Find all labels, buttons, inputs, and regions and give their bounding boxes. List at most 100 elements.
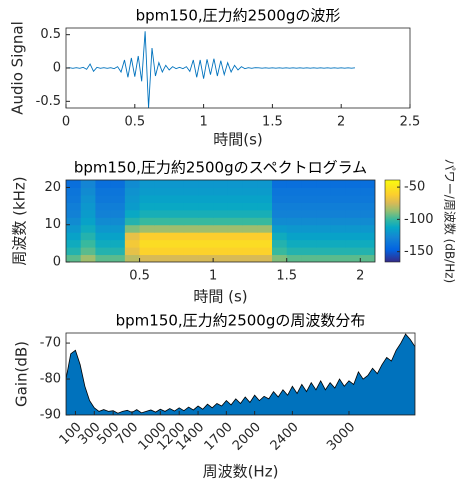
heat-cell bbox=[124, 232, 141, 241]
heat-cell bbox=[198, 254, 214, 262]
x-tick-label: 1.5 bbox=[262, 115, 283, 130]
heat-cell bbox=[66, 224, 82, 233]
heat-cell bbox=[257, 232, 273, 241]
heat-cell bbox=[213, 232, 229, 241]
heat-cell bbox=[169, 209, 185, 218]
heat-cell bbox=[80, 224, 96, 233]
x-tick-label: 2 bbox=[356, 269, 364, 284]
heat-cell bbox=[80, 254, 96, 262]
heat-cell bbox=[80, 202, 96, 211]
heat-cell bbox=[110, 209, 126, 218]
heat-cell bbox=[139, 194, 155, 203]
heat-cell bbox=[198, 232, 214, 241]
heat-cell bbox=[286, 247, 302, 256]
heat-cell bbox=[242, 254, 258, 262]
heat-cell bbox=[66, 254, 82, 262]
heat-cell bbox=[330, 224, 347, 233]
heat-cell bbox=[286, 254, 302, 262]
x-tick-label: 0.5 bbox=[124, 115, 145, 130]
heat-cell bbox=[80, 239, 96, 248]
heat-cell bbox=[316, 194, 332, 203]
heat-cell bbox=[257, 254, 273, 262]
heat-cell bbox=[360, 194, 375, 203]
heat-cell bbox=[154, 209, 170, 218]
heat-cell bbox=[198, 194, 214, 203]
heat-cell bbox=[272, 194, 288, 203]
heat-cell bbox=[154, 202, 170, 211]
heat-cell bbox=[110, 202, 126, 211]
heat-cell bbox=[242, 194, 258, 203]
heat-cell bbox=[183, 187, 199, 196]
heat-cell bbox=[124, 254, 141, 262]
heat-cell bbox=[139, 254, 155, 262]
heat-cell bbox=[316, 247, 332, 256]
heat-cell bbox=[124, 187, 141, 196]
heat-cell bbox=[213, 187, 229, 196]
heat-cell bbox=[286, 232, 302, 241]
heat-cell bbox=[330, 187, 347, 196]
heat-cell bbox=[183, 224, 199, 233]
heat-cell bbox=[139, 187, 155, 196]
heat-cell bbox=[316, 217, 332, 226]
heat-cell bbox=[110, 224, 126, 233]
heat-cell bbox=[169, 254, 185, 262]
heat-cell bbox=[272, 254, 288, 262]
heat-cell bbox=[66, 247, 82, 256]
heat-cell bbox=[154, 180, 170, 188]
heat-cell bbox=[95, 209, 111, 218]
heat-cell bbox=[124, 202, 141, 211]
heat-cell bbox=[139, 217, 155, 226]
heat-cell bbox=[169, 217, 185, 226]
heat-cell bbox=[316, 202, 332, 211]
heat-cell bbox=[345, 194, 361, 203]
heat-cell bbox=[316, 254, 332, 262]
plot-area bbox=[66, 180, 375, 262]
heat-cell bbox=[272, 187, 288, 196]
heat-cell bbox=[345, 209, 361, 218]
heat-cell bbox=[169, 180, 185, 188]
heat-cell bbox=[95, 254, 111, 262]
heat-cell bbox=[198, 247, 214, 256]
heat-cell bbox=[227, 217, 244, 226]
heat-cell bbox=[95, 194, 111, 203]
heat-cell bbox=[242, 187, 258, 196]
plot-area bbox=[66, 333, 415, 415]
y-tick-label: 0 bbox=[53, 255, 61, 270]
heat-cell bbox=[242, 202, 258, 211]
heat-cell bbox=[80, 217, 96, 226]
x-tick-label: 1.5 bbox=[276, 269, 297, 284]
heat-cell bbox=[227, 209, 244, 218]
heat-cell bbox=[198, 187, 214, 196]
heat-cell bbox=[345, 254, 361, 262]
heat-cell bbox=[360, 247, 375, 256]
heat-cell bbox=[316, 224, 332, 233]
heat-cell bbox=[66, 202, 82, 211]
heat-cell bbox=[95, 202, 111, 211]
heat-cell bbox=[301, 194, 317, 203]
x-tick-label: 2400 bbox=[268, 420, 302, 454]
y-tick-label: 0 bbox=[53, 61, 61, 76]
y-tick-label: 0.5 bbox=[40, 27, 61, 42]
heat-cell bbox=[257, 224, 273, 233]
heat-cell bbox=[198, 180, 214, 188]
chart-title: bpm150,圧力約2500gの周波数分布 bbox=[116, 312, 366, 330]
y-tick-label: -70 bbox=[40, 336, 61, 351]
heat-cell bbox=[213, 217, 229, 226]
heat-cell bbox=[360, 224, 375, 233]
heat-cell bbox=[286, 202, 302, 211]
heat-cell bbox=[330, 194, 347, 203]
heat-cell bbox=[66, 217, 82, 226]
heat-cell bbox=[345, 239, 361, 248]
heat-cell bbox=[257, 239, 273, 248]
heat-cell bbox=[154, 239, 170, 248]
axes-frame bbox=[65, 179, 376, 263]
heat-cell bbox=[286, 194, 302, 203]
heat-cell bbox=[301, 202, 317, 211]
heat-cell bbox=[139, 247, 155, 256]
heat-cell bbox=[272, 217, 288, 226]
heat-cell bbox=[227, 232, 244, 241]
heat-cell bbox=[227, 180, 244, 188]
heat-cell bbox=[301, 247, 317, 256]
x-axis-label: 時間(s) bbox=[213, 131, 263, 149]
heat-cell bbox=[154, 254, 170, 262]
